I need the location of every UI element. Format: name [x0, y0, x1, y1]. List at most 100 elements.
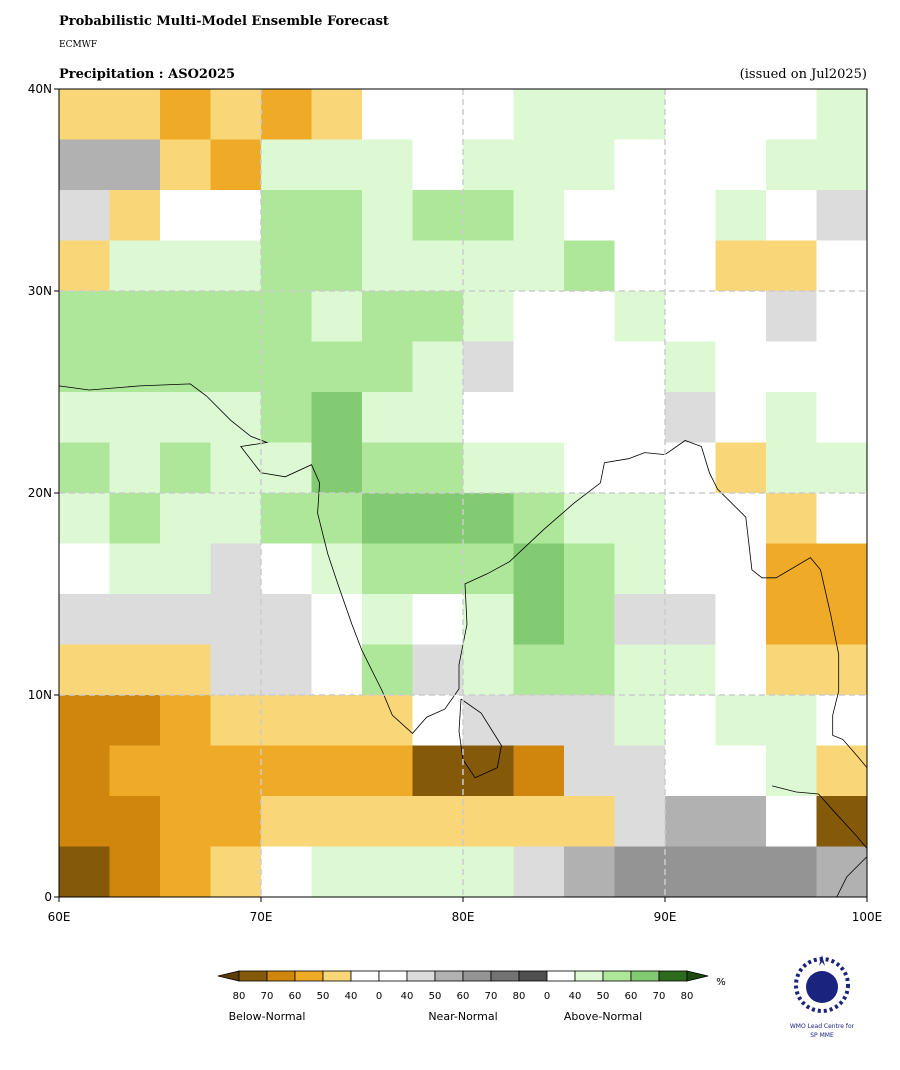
cell — [59, 796, 110, 847]
colorbar-label: 70 — [261, 991, 274, 1002]
cell — [665, 89, 716, 140]
cell — [412, 796, 464, 847]
cell — [160, 796, 211, 847]
cell — [210, 543, 262, 595]
cell — [816, 190, 868, 241]
cell — [715, 291, 767, 342]
cell — [715, 341, 767, 393]
source: ECMWF — [59, 40, 97, 50]
colorbar-label: 50 — [597, 991, 610, 1002]
cell — [210, 745, 262, 797]
cell — [311, 190, 363, 241]
cell — [59, 493, 110, 544]
cell — [513, 695, 565, 746]
grid — [59, 89, 867, 897]
title: Probabilistic Multi-Model Ensemble Forec… — [59, 14, 389, 29]
cell — [311, 644, 363, 696]
cell — [816, 139, 868, 191]
cell — [362, 341, 413, 393]
cell — [160, 139, 211, 191]
cell — [665, 543, 716, 595]
cell — [59, 341, 110, 393]
cell — [59, 89, 110, 140]
cell — [766, 594, 817, 645]
y-tick-label: 0 — [44, 890, 52, 904]
cell — [311, 139, 363, 191]
colorbar-label: 50 — [429, 991, 442, 1002]
colorbar-unit: % — [716, 977, 726, 988]
cell — [564, 240, 615, 292]
cell — [513, 796, 565, 847]
cell — [816, 442, 868, 494]
cell — [362, 190, 413, 241]
cell — [59, 240, 110, 292]
cell — [160, 442, 211, 494]
cell — [463, 543, 514, 595]
cell — [412, 190, 464, 241]
cell — [463, 139, 514, 191]
colorbar-segment — [546, 970, 576, 982]
cell — [816, 291, 868, 342]
cell — [766, 240, 817, 292]
cell — [715, 240, 767, 292]
cell — [210, 442, 262, 494]
cell — [816, 695, 868, 746]
cell — [210, 796, 262, 847]
cell — [362, 745, 413, 797]
cell — [564, 139, 615, 191]
cell — [463, 291, 514, 342]
cell — [614, 341, 666, 393]
colorbar-segment — [602, 970, 632, 982]
cell — [564, 745, 615, 797]
cell — [766, 341, 817, 393]
cell — [160, 543, 211, 595]
colorbar-label: 80 — [681, 991, 694, 1002]
cell — [766, 644, 817, 696]
coast-line — [772, 785, 868, 849]
colorbar-label: 70 — [653, 991, 666, 1002]
cell — [816, 644, 868, 696]
cell — [766, 745, 817, 797]
colorbar-low — [217, 970, 240, 982]
cell — [160, 493, 211, 544]
cell — [766, 89, 817, 140]
cell — [766, 493, 817, 544]
cell — [614, 190, 666, 241]
cell — [412, 240, 464, 292]
cell — [362, 442, 413, 494]
cell — [614, 89, 666, 140]
colorbar-segment — [462, 970, 492, 982]
cell — [109, 846, 161, 898]
cell — [463, 695, 514, 746]
cell — [412, 392, 464, 443]
cells — [59, 89, 868, 898]
y-tick-label: 30N — [28, 284, 52, 298]
cell — [210, 695, 262, 746]
colorbar-segment — [378, 970, 408, 982]
cell — [463, 190, 514, 241]
cell — [412, 139, 464, 191]
cell — [614, 695, 666, 746]
cell — [261, 644, 312, 696]
cell — [564, 846, 615, 898]
cell — [463, 89, 514, 140]
cell — [665, 644, 716, 696]
cell — [513, 240, 565, 292]
cell — [463, 594, 514, 645]
cell — [766, 442, 817, 494]
cell — [665, 695, 716, 746]
x-tick-label: 100E — [852, 910, 883, 924]
cell — [109, 291, 161, 342]
cell — [766, 695, 817, 746]
cell — [564, 392, 615, 443]
cell — [311, 695, 363, 746]
cell — [59, 543, 110, 595]
cell — [59, 139, 110, 191]
cell — [210, 190, 262, 241]
cell — [109, 695, 161, 746]
cell — [311, 594, 363, 645]
cell — [311, 240, 363, 292]
cell — [261, 796, 312, 847]
cell — [665, 796, 716, 847]
colorbar-label: 80 — [513, 991, 526, 1002]
